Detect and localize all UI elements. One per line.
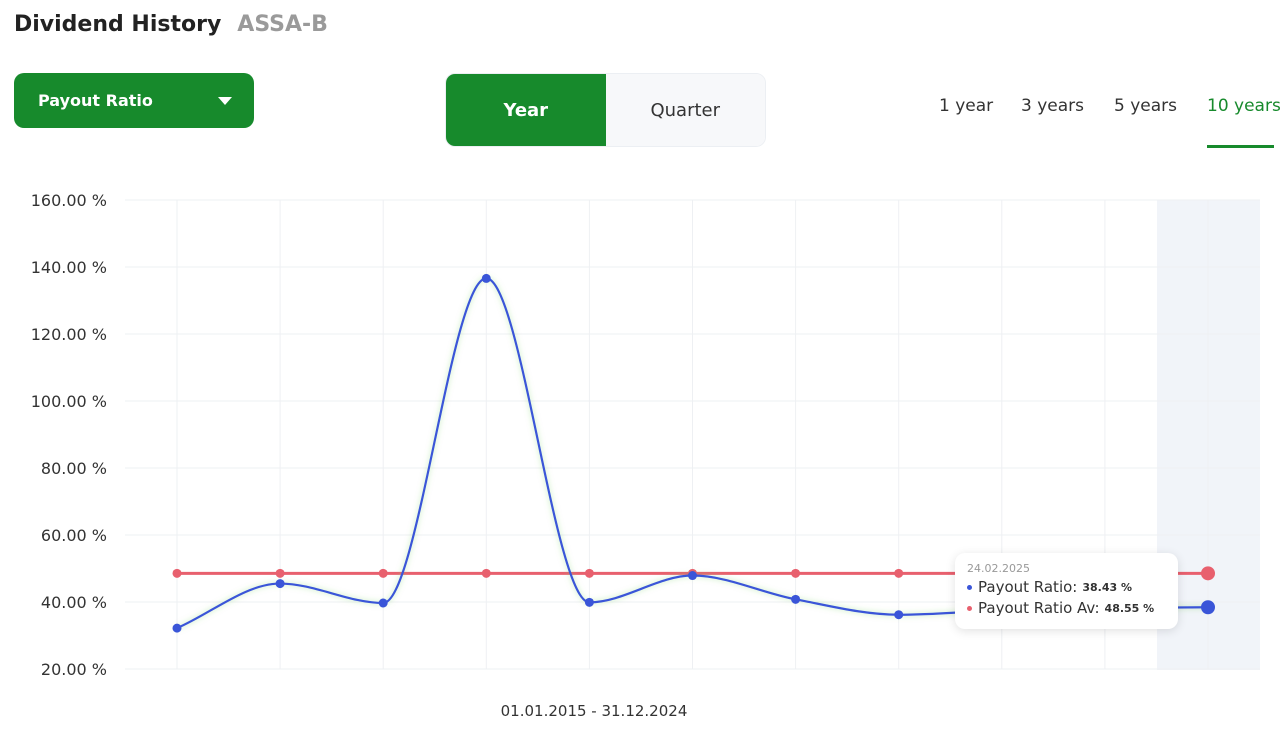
y-tick-label: 20.00 % <box>41 660 107 679</box>
y-tick-label: 40.00 % <box>41 593 107 612</box>
average-point <box>1201 566 1215 581</box>
average-point <box>481 568 491 578</box>
series-dot-icon <box>967 585 972 590</box>
period-year-button[interactable]: Year <box>446 74 606 146</box>
tooltip-value: 48.55 % <box>1104 602 1155 615</box>
y-tick-label: 60.00 % <box>41 526 107 545</box>
page-title: Dividend History <box>14 12 222 37</box>
average-point <box>275 568 285 578</box>
payout-ratio-point <box>378 598 388 608</box>
payout-ratio-point <box>481 273 491 283</box>
chart-tooltip: 24.02.2025 Payout Ratio: 38.43 % Payout … <box>955 553 1178 629</box>
period-toggle: Year Quarter <box>445 73 766 147</box>
y-tick-label: 160.00 % <box>31 191 107 210</box>
payout-ratio-point <box>275 579 285 589</box>
caret-down-icon <box>218 96 232 105</box>
metric-dropdown[interactable]: Payout Ratio <box>14 73 254 128</box>
average-point <box>378 568 388 578</box>
range-tab-1-year[interactable]: 1 year <box>939 96 994 116</box>
payout-ratio-point <box>894 610 904 620</box>
tooltip-row-payout: Payout Ratio: 38.43 % <box>967 577 1166 598</box>
range-tab-10-years[interactable]: 10 years <box>1207 96 1281 116</box>
tooltip-label: Payout Ratio: <box>978 578 1078 596</box>
x-range-label: 01.01.2015 - 31.12.2024 <box>501 702 688 720</box>
payout-ratio-point <box>688 571 697 581</box>
range-tabs: 1 year 3 years 5 years 10 years <box>0 96 1283 148</box>
range-tab-5-years[interactable]: 5 years <box>1114 96 1178 116</box>
page-header: Dividend History ASSA-B <box>14 12 328 37</box>
tooltip-date: 24.02.2025 <box>967 562 1030 575</box>
range-tab-3-years[interactable]: 3 years <box>1021 96 1085 116</box>
y-tick-label: 100.00 % <box>31 392 107 411</box>
period-quarter-button[interactable]: Quarter <box>605 74 765 146</box>
payout-ratio-point <box>791 594 801 604</box>
y-axis: 160.00 % 140.00 % 120.00 % 100.00 % 80.00 % 6… <box>31 191 107 679</box>
ticker-symbol: ASSA-B <box>237 12 328 37</box>
tooltip-value: 38.43 % <box>1082 581 1132 594</box>
average-point <box>584 568 594 578</box>
payout-ratio-point <box>1201 600 1215 615</box>
y-tick-label: 120.00 % <box>31 325 107 344</box>
average-point <box>172 568 182 578</box>
chart-grid <box>125 199 1260 670</box>
payout-ratio-point <box>172 623 182 633</box>
y-tick-label: 80.00 % <box>41 459 107 478</box>
payout-ratio-point <box>584 597 594 607</box>
y-tick-label: 140.00 % <box>31 258 107 277</box>
active-tab-underline <box>1207 145 1274 148</box>
tooltip-row-average: Payout Ratio Av: 48.55 % <box>967 598 1166 619</box>
series-dot-icon <box>967 606 972 611</box>
average-point <box>791 568 801 578</box>
metric-dropdown-label: Payout Ratio <box>38 91 153 110</box>
average-point <box>894 568 904 578</box>
tooltip-label: Payout Ratio Av: <box>978 599 1100 617</box>
